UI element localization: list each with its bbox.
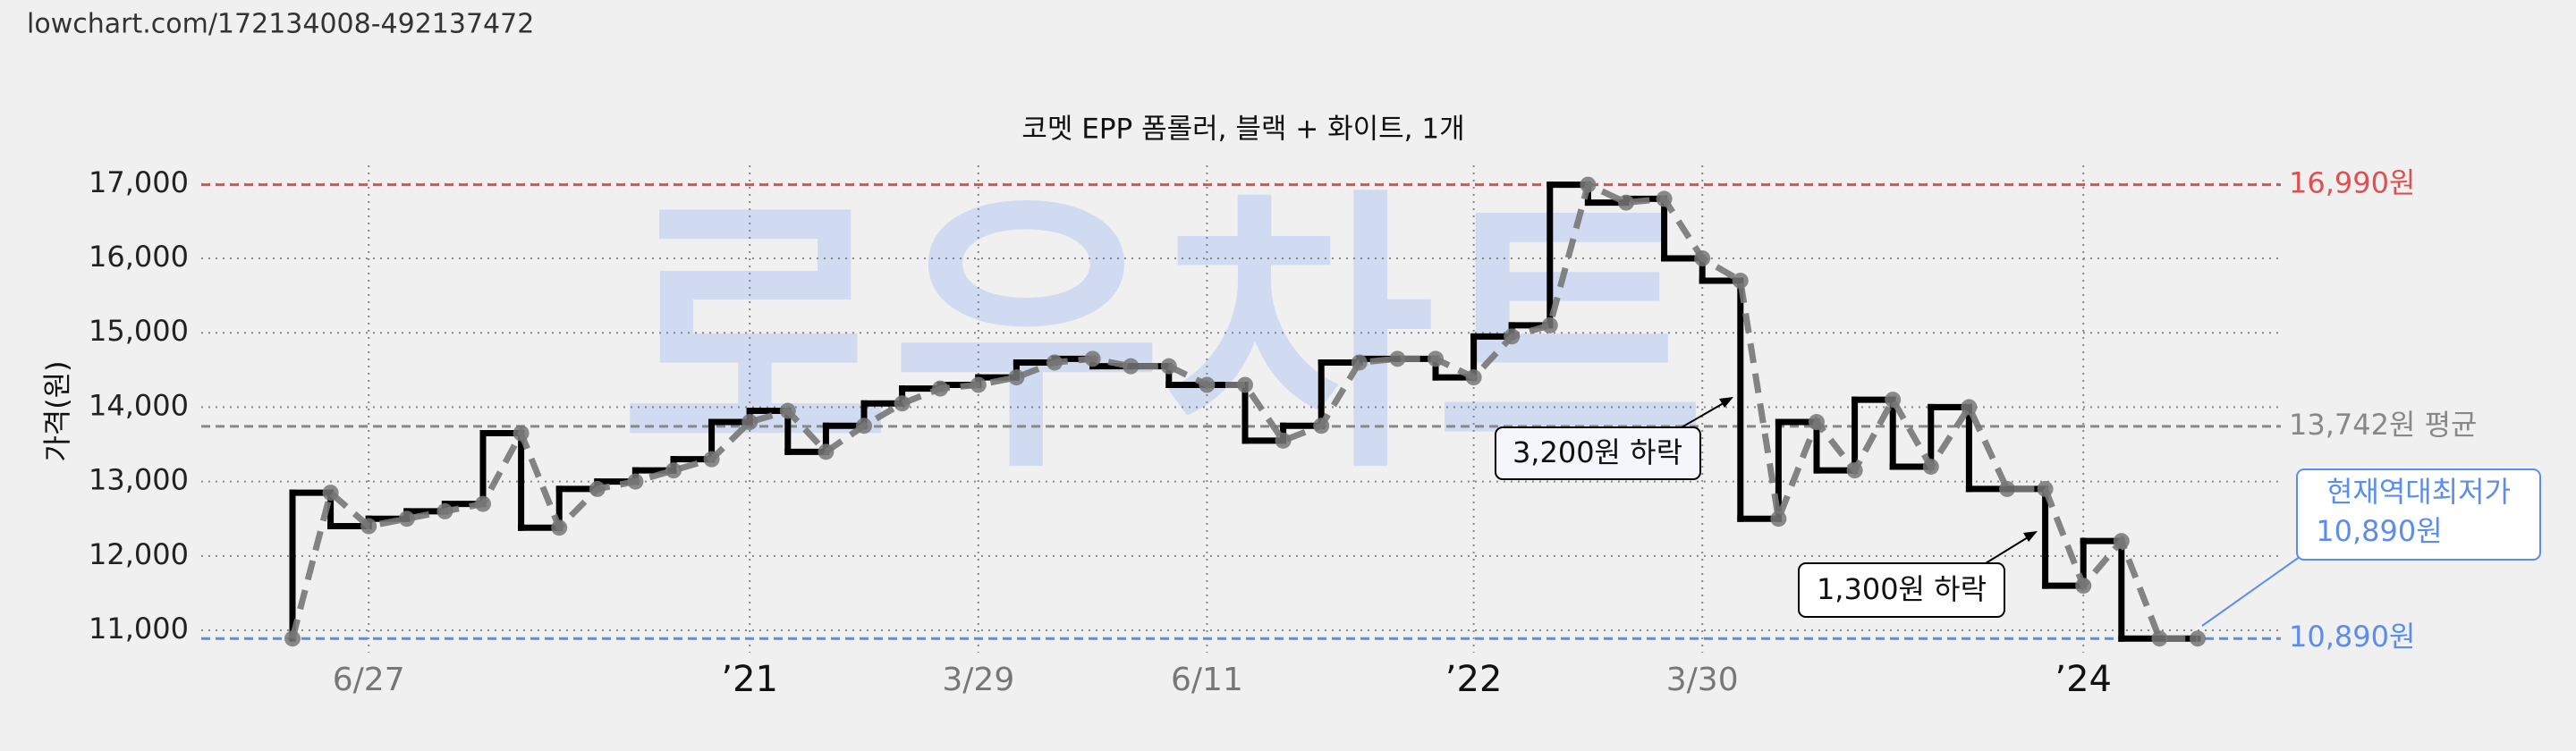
annotation-box — [1495, 426, 1701, 480]
point — [1922, 458, 1939, 475]
point — [1999, 480, 2015, 497]
annotation: 3,200원 하락 — [1495, 397, 1733, 480]
arrow — [1985, 534, 2033, 564]
y-tick-label: 17,000 — [89, 165, 189, 199]
chart-title: 코멧 EPP 폼롤러, 블랙 + 화이트, 1개 — [1021, 114, 1464, 146]
point — [2113, 533, 2130, 550]
point — [2151, 630, 2168, 647]
point — [284, 630, 301, 647]
point — [475, 495, 491, 512]
y-axis-label: 가격(원) — [40, 360, 74, 461]
point — [1275, 432, 1292, 449]
point — [436, 502, 453, 519]
arrow — [2201, 553, 2304, 627]
point — [1084, 350, 1101, 367]
x-tick-label: 6/27 — [333, 662, 405, 698]
point — [665, 462, 682, 479]
point — [513, 425, 530, 442]
y-tick-label: 15,000 — [89, 314, 189, 348]
annotation-text: 10,890원 — [2316, 514, 2442, 548]
point — [1160, 358, 1177, 375]
point — [1313, 418, 1330, 435]
y-tick-label: 14,000 — [89, 388, 189, 422]
point — [1541, 316, 1558, 333]
point — [1428, 350, 1444, 367]
x-tick-label: 3/30 — [1666, 662, 1739, 698]
x-tick-label: ’22 — [1445, 659, 1503, 700]
url: lowchart.com/172134008-492137472 — [27, 9, 534, 40]
arrow-head — [1719, 397, 1733, 408]
y-tick-label: 13,000 — [89, 463, 189, 497]
point — [322, 485, 339, 502]
point — [1732, 272, 1749, 289]
reference-label: 13,742원 평균 — [2289, 408, 2477, 442]
point — [818, 443, 835, 460]
point — [741, 414, 758, 431]
point — [1389, 350, 1406, 367]
point — [2037, 480, 2054, 497]
reference-label: 16,990원 — [2289, 166, 2415, 200]
point — [1809, 414, 1825, 431]
point — [1580, 176, 1597, 193]
point — [1885, 392, 1902, 409]
point — [1846, 462, 1863, 479]
annotation-text: 1,300원 하락 — [1817, 572, 1987, 606]
point — [1465, 369, 1482, 386]
point — [360, 518, 377, 535]
y-tick-label: 12,000 — [89, 537, 189, 571]
arrow-head — [2023, 531, 2038, 542]
point — [2075, 578, 2092, 595]
point — [627, 473, 644, 490]
point — [1694, 249, 1711, 266]
price-line — [289, 180, 2198, 642]
reference-label: 10,890원 — [2289, 620, 2415, 654]
annotation: 1,300원 하락 — [1798, 531, 2038, 618]
y-tick-label: 11,000 — [89, 612, 189, 646]
point — [1199, 376, 1216, 393]
point — [970, 376, 987, 393]
point — [894, 395, 911, 412]
annotation-box — [2296, 468, 2541, 561]
point — [932, 380, 949, 397]
point — [2190, 630, 2206, 647]
point — [779, 402, 796, 419]
annotation-text: 3,200원 하락 — [1513, 435, 1682, 469]
point — [1123, 358, 1140, 375]
x-tick-label: 3/29 — [942, 662, 1014, 698]
x-tick-label: ’24 — [2055, 659, 2112, 700]
point — [398, 511, 415, 527]
x-tick-label: 6/11 — [1171, 662, 1243, 698]
point — [1351, 354, 1368, 371]
point — [1046, 354, 1063, 371]
point — [1618, 194, 1634, 211]
point — [1008, 369, 1025, 386]
annotation-text: 현재역대최저가 — [2326, 475, 2511, 509]
point — [1237, 376, 1253, 393]
y-tick-label: 16,000 — [89, 240, 189, 274]
point — [1961, 399, 1978, 416]
point — [551, 519, 568, 536]
point — [1656, 190, 1673, 207]
point — [589, 480, 606, 497]
point — [703, 451, 720, 468]
x-tick-label: ’21 — [721, 659, 778, 700]
annotation: 현재역대최저가 10,890원 — [2201, 468, 2541, 627]
arrow — [1681, 400, 1729, 428]
point — [856, 418, 872, 435]
point — [1770, 511, 1787, 527]
annotation-box — [1798, 562, 2005, 618]
point — [1504, 328, 1521, 345]
